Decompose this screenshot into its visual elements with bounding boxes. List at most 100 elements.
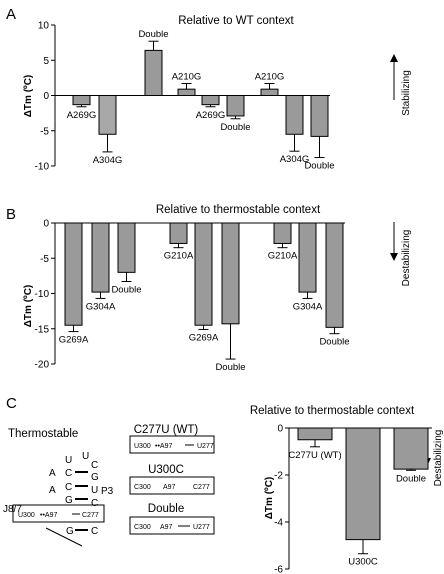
diagram-stem-left-3: G xyxy=(65,495,73,506)
chart-b-bar-label-2: Double xyxy=(111,285,141,296)
chart-b-bar-label-5: Double xyxy=(215,362,245,373)
chart-a-bar-2 xyxy=(144,49,163,96)
destabilizing-label-b: Destabilizing xyxy=(401,230,412,287)
diagram-stem-left-1: C xyxy=(65,468,72,479)
chart-b-bar-5 xyxy=(221,222,240,325)
chart-a-bar-label-8: Double xyxy=(304,161,334,172)
chart-c-y-tick-label-0: 0 xyxy=(277,424,283,435)
chart-a-y-tick-label-0: 10 xyxy=(38,21,50,32)
variant-2-left: C300 xyxy=(134,484,151,491)
chart-c-bar-label-1: U300C xyxy=(348,557,378,568)
chart-b-bar-label-6: G210A xyxy=(268,251,298,262)
chart-b-bar-8 xyxy=(325,222,344,328)
chart-b-bar-label-4: G269A xyxy=(189,332,219,343)
variant-2-title: U300C xyxy=(148,464,184,476)
chart-c-y-tick-label-2: -4 xyxy=(274,518,283,529)
chart-a-y-tick-label-2: 0 xyxy=(43,91,49,102)
diagram-stem-right-1: G xyxy=(91,472,99,483)
variant-1-mid: ••A97 xyxy=(155,443,172,450)
diagram-title: Thermostable xyxy=(8,428,78,440)
rna-structure-diagram: Thermostable A A U C C G U C G U C P3 J8… xyxy=(3,424,215,547)
chart-a-bar-3 xyxy=(177,88,196,96)
diagram-loop-a1: A xyxy=(49,468,56,479)
chart-c-y-tick-label-3: -6 xyxy=(274,565,283,574)
diagram-box-mid: ••A97 xyxy=(40,512,57,519)
chart-a-bar-5 xyxy=(226,95,245,117)
chart-b-bar-label-0: G269A xyxy=(59,335,89,346)
chart-a-bar-7 xyxy=(285,95,304,135)
chart-a-bar-label-6: A210G xyxy=(255,72,285,83)
panel-letter-c: C xyxy=(6,395,17,412)
diagram-box-left: U300 xyxy=(18,512,35,519)
chart-c-bar-1 xyxy=(345,427,381,541)
chart-a-title: Relative to WT context xyxy=(178,15,294,27)
variant-1-title: C277U (WT) xyxy=(134,424,199,436)
variant-1-left: U300 xyxy=(134,443,151,450)
chart-a-bar-label-4: A269G xyxy=(196,110,226,121)
chart-c-y-tick-label-1: -2 xyxy=(274,471,283,482)
chart-b-bar-label-7: G304A xyxy=(293,301,323,312)
chart-a-bar-label-1: A304G xyxy=(93,155,123,166)
chart-a-y-tick-label-4: -10 xyxy=(35,162,50,173)
panel-letter-b: B xyxy=(6,206,16,223)
chart-b-bar-4 xyxy=(194,222,213,326)
chart-b: 0 -5 -10 -15 -20 G269A G304A Double G210A G269A Do… xyxy=(35,219,350,374)
chart-a-bar-4 xyxy=(201,95,220,106)
destabilizing-indicator-b: Destabilizing xyxy=(390,222,412,286)
diagram-stem-right-2: U xyxy=(91,485,98,496)
chart-c: 0 -2 -4 -6 C277U (WT) U300C Double xyxy=(274,424,432,574)
diagram-stem-left-2: C xyxy=(65,482,72,493)
chart-b-y-tick-label-2: -10 xyxy=(35,289,50,300)
chart-b-bar-3 xyxy=(169,222,188,244)
chart-c-y-axis-title: ΔTm (ºC) xyxy=(264,477,275,520)
diagram-loop-a2: A xyxy=(49,485,56,496)
chart-b-bar-0 xyxy=(64,222,83,326)
chart-b-y-tick-label-0: 0 xyxy=(43,219,49,230)
chart-a-y-axis-title: ΔTm (ºC) xyxy=(23,75,34,118)
chart-a-bar-label-7: A304G xyxy=(280,154,310,165)
stabilizing-label: Stabilizing xyxy=(401,70,412,116)
diagram-pair-mark: U xyxy=(82,451,89,462)
variant-3-mid: A97 xyxy=(160,524,173,531)
chart-b-y-axis-title: ΔTm (ºC) xyxy=(23,285,34,328)
chart-a-bar-label-2: Double xyxy=(138,29,168,40)
chart-c-bar-label-2: Double xyxy=(396,473,426,484)
chart-b-bar-2 xyxy=(117,222,136,273)
chart-a-y-tick-label-3: -5 xyxy=(40,126,49,137)
diagram-p3-label: P3 xyxy=(101,486,114,497)
chart-c-title: Relative to thermostable context xyxy=(250,405,415,417)
chart-a-bar-0 xyxy=(72,95,91,106)
chart-a-bar-8 xyxy=(310,95,329,137)
variant-2-right: C277 xyxy=(193,484,210,491)
variant-3-right: U277 xyxy=(193,524,210,531)
chart-b-title: Relative to thermostable context xyxy=(156,204,321,216)
diagram-stem-right-3: C xyxy=(91,498,98,509)
destabilizing-label-c: Destabilizing xyxy=(433,430,444,487)
variant-3-title: Double xyxy=(148,503,184,515)
chart-b-bar-label-8: Double xyxy=(319,337,349,348)
panel-letter-a: A xyxy=(6,6,16,23)
stabilizing-indicator: Stabilizing xyxy=(390,54,412,116)
diagram-stem-right-0: C xyxy=(91,460,98,471)
chart-a-bar-1 xyxy=(98,95,117,135)
chart-b-bar-1 xyxy=(91,222,110,293)
chart-c-bar-label-0: C277U (WT) xyxy=(288,450,341,461)
variant-2-mid: A97 xyxy=(163,484,176,491)
chart-c-bar-0 xyxy=(297,427,333,441)
chart-a-y-tick-label-1: 5 xyxy=(43,56,49,67)
diagram-box-right: C277 xyxy=(82,512,99,519)
variant-3-left: C300 xyxy=(134,524,151,531)
diagram-stem-left-0: U xyxy=(65,455,72,466)
chart-b-y-tick-label-4: -20 xyxy=(35,360,50,371)
chart-b-bar-7 xyxy=(298,222,317,293)
chart-b-bar-label-3: G210A xyxy=(164,251,194,262)
chart-b-y-tick-label-1: -5 xyxy=(40,254,49,265)
chart-b-bar-6 xyxy=(273,222,292,244)
chart-a-bar-label-0: A269G xyxy=(67,110,97,121)
chart-b-bar-label-1: G304A xyxy=(86,301,116,312)
chart-a-bar-6 xyxy=(260,88,279,96)
chart-a-bar-label-3: A210G xyxy=(172,72,202,83)
diagram-bottom-g: G xyxy=(66,526,74,537)
chart-c-bar-2 xyxy=(393,427,429,470)
